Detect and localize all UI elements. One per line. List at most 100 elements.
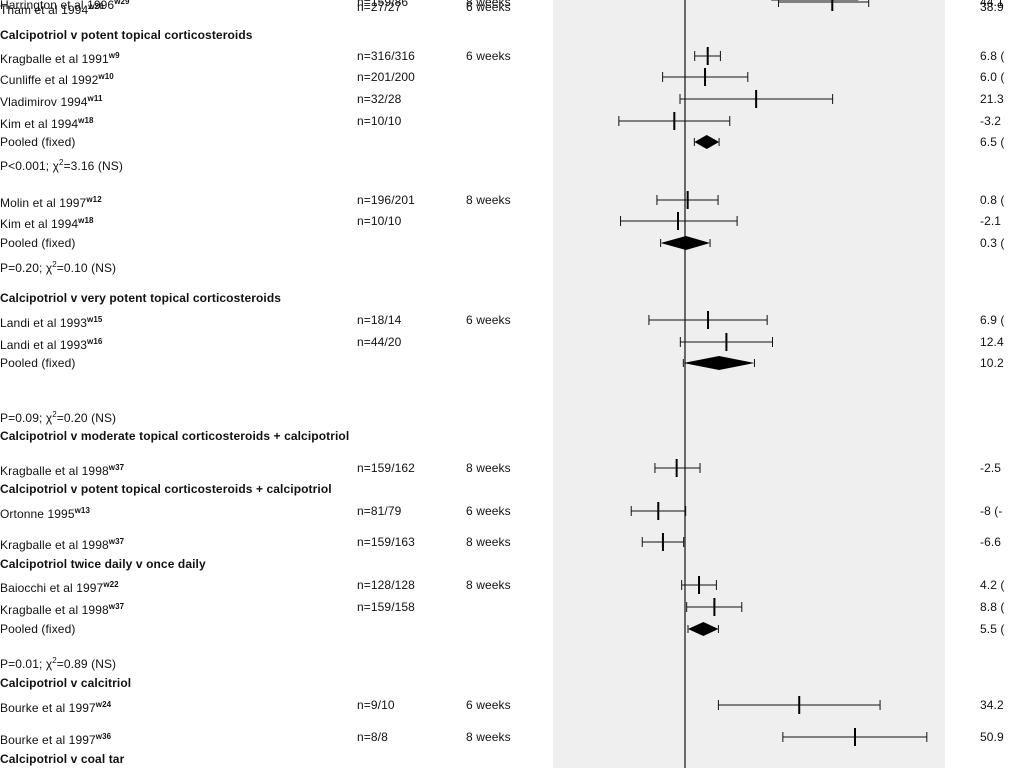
- study-name: Kim et al 1994w18: [0, 114, 94, 131]
- effect-estimate-value: 0.8 (: [980, 193, 1005, 207]
- study-name: Bourke et al 1997w24: [0, 698, 111, 715]
- pooled-diamond-mark: [682, 356, 755, 370]
- effect-estimate-text: 6.5 (: [980, 135, 1005, 149]
- sample-size-value: n=196/201: [357, 193, 415, 207]
- effect-estimate-value: 6.0 (: [980, 70, 1005, 84]
- sample-size: n=9/10: [357, 698, 395, 712]
- duration-value: 6 weeks: [466, 504, 511, 518]
- study-name-text: Vladimirov 1994: [0, 95, 88, 109]
- subgroup-header: Calcipotriol v calcitriol: [0, 676, 131, 690]
- duration: 6 weeks: [466, 504, 511, 518]
- subgroup-header-label: Calcipotriol v calcitriol: [0, 676, 132, 690]
- study-name: Landi et al 1993w15: [0, 313, 102, 330]
- effect-estimate-text: 50.9: [980, 730, 1004, 744]
- sample-size: n=10/10: [357, 214, 401, 228]
- effect-estimate-text: -2.1: [980, 214, 1001, 228]
- pooled-diamond: [660, 236, 711, 250]
- duration-value: 6 weeks: [466, 698, 511, 712]
- study-reference: w16: [87, 337, 103, 346]
- chi-square-superscript: 2: [59, 158, 64, 167]
- study-name: Harrington et al 1996w29: [0, 0, 130, 12]
- duration-value: 8 weeks: [466, 193, 511, 207]
- heterogeneity-stat: P=0.09; χ2=0.20 (NS): [0, 408, 116, 425]
- study-name-text: Molin et al 1997: [0, 196, 87, 210]
- effect-estimate-value: 38.9: [980, 0, 1004, 14]
- duration: 6 weeks: [466, 698, 511, 712]
- sample-size-value: n=32/28: [357, 92, 402, 106]
- heterogeneity-stat: P=0.01; χ2=0.89 (NS): [0, 654, 116, 671]
- sample-size: n=81/79: [357, 504, 401, 518]
- duration: 8 weeks: [466, 461, 511, 475]
- duration-value: 8 weeks: [466, 535, 511, 549]
- effect-estimate-value: 50.9: [980, 730, 1004, 744]
- sample-size: n=201/200: [357, 70, 415, 84]
- study-ci-mark: [717, 696, 881, 714]
- duration: 8 weeks: [466, 578, 511, 592]
- effect-estimate-text: 38.9: [980, 0, 1004, 14]
- pooled-label: Pooled (fixed): [0, 236, 75, 250]
- study-name: Kim et al 1994w18: [0, 214, 94, 231]
- pooled-diamond-mark: [660, 236, 711, 250]
- duration-value: 6 weeks: [466, 49, 511, 63]
- effect-estimate-text: 5.5 (: [980, 622, 1005, 636]
- heterogeneity-stat: P<0.001; χ2=3.16 (NS): [0, 156, 123, 173]
- study-ci-mark: [686, 598, 743, 616]
- heterogeneity-stat: P=0.20; χ2=0.10 (NS): [0, 258, 116, 275]
- p-value-label: P=0.20; χ: [0, 261, 53, 275]
- sample-size-value: n=201/200: [357, 70, 415, 84]
- study-name: Kragballe et al 1998w37: [0, 600, 124, 617]
- study-name: Kragballe et al 1998w37: [0, 461, 124, 478]
- effect-estimate-value: 21.3: [980, 92, 1004, 106]
- effect-estimate-value: -2.5: [980, 461, 1002, 475]
- pooled-name: Pooled (fixed): [0, 236, 76, 250]
- sample-size-value: n=10/10: [357, 214, 402, 228]
- study-ci-mark: [654, 459, 701, 477]
- study-name-text: Kim et al 1994: [0, 217, 79, 231]
- subgroup-header-label: Calcipotriol v coal tar: [0, 752, 125, 766]
- study-ci-mark: [662, 68, 749, 86]
- chi-square-value: =0.10 (NS): [56, 261, 117, 275]
- subgroup-header-label: Calcipotriol v potent topical corticoste…: [0, 28, 253, 42]
- sample-size: n=159/163: [357, 535, 415, 549]
- chi-square-superscript: 2: [52, 410, 57, 419]
- effect-estimate-text: 44.1: [980, 0, 1004, 9]
- subgroup-header-label: Calcipotriol v potent topical corticoste…: [0, 482, 332, 496]
- effect-estimate-value: 6.9 (: [980, 313, 1005, 327]
- duration: 8 weeks: [466, 0, 511, 9]
- study-name: Baiocchi et al 1997w22: [0, 578, 119, 595]
- duration: 6 weeks: [466, 49, 511, 63]
- plot-area-background: [553, 0, 945, 768]
- pooled-diamond: [688, 622, 719, 636]
- sample-size-value: n=10/10: [357, 114, 402, 128]
- study-name-text: Cunliffe et al 1992: [0, 73, 99, 87]
- study-name-text: Landi et al 1993: [0, 316, 88, 330]
- duration-value: 8 weeks: [466, 0, 511, 9]
- study-reference: w9: [108, 51, 120, 60]
- effect-estimate-value: 12.4: [980, 335, 1004, 349]
- sample-size: n=27/27: [357, 0, 401, 14]
- sample-size: n=159/86: [357, 0, 408, 9]
- study-reference: w36: [95, 732, 112, 741]
- study-name-text: Landi et al 1993: [0, 338, 88, 352]
- sample-size: n=159/158: [357, 600, 415, 614]
- subgroup-header-label: Calcipotriol v very potent topical corti…: [0, 291, 282, 305]
- sample-size-value: n=159/162: [357, 461, 415, 475]
- effect-estimate-text: -3.2: [980, 114, 1001, 128]
- effect-estimate-text: 8.8 (: [980, 600, 1005, 614]
- effect-estimate-value: 44.1: [980, 0, 1004, 9]
- study-name: Kragballe et al 1991w9: [0, 49, 120, 66]
- pooled-label: Pooled (fixed): [0, 356, 75, 370]
- duration: 8 weeks: [466, 535, 511, 549]
- pooled-diamond-mark: [693, 135, 720, 149]
- study-reference: w22: [103, 580, 119, 589]
- study-ci-mark: [694, 47, 721, 65]
- study-reference: w10: [98, 72, 114, 81]
- subgroup-header: Calcipotriol v moderate topical corticos…: [0, 429, 349, 443]
- duration-value: 8 weeks: [466, 578, 511, 592]
- pooled-diamond: [683, 356, 755, 370]
- effect-estimate-value: 6.8 (: [980, 49, 1005, 63]
- effect-estimate-text: -2.5: [980, 461, 1001, 475]
- chi-square-value: =0.89 (NS): [56, 657, 117, 671]
- sample-size: n=10/10: [357, 114, 401, 128]
- study-name-text: Kragballe et al 1998: [0, 603, 109, 617]
